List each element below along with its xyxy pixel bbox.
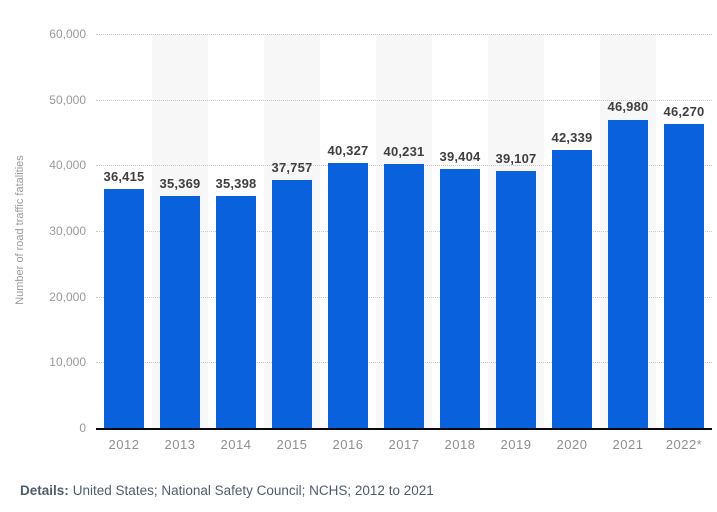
x-tick-label: 2019 xyxy=(500,437,532,452)
bar-value-label: 36,415 xyxy=(103,168,145,184)
bar-value-label: 40,327 xyxy=(327,143,369,159)
bar-2018[interactable] xyxy=(440,169,480,428)
x-tick-label: 2013 xyxy=(164,437,196,452)
y-tick-label: 30,000 xyxy=(49,224,86,238)
x-tick-label: 2014 xyxy=(220,437,252,452)
bar-value-label: 40,231 xyxy=(383,143,425,159)
x-tick-label: 2022* xyxy=(665,437,703,452)
y-tick-label: 0 xyxy=(79,421,86,435)
y-tick-label: 60,000 xyxy=(49,27,86,41)
bar-2015[interactable] xyxy=(272,180,312,428)
x-tick-label: 2016 xyxy=(332,437,364,452)
details-source-line: Details: United States; National Safety C… xyxy=(20,483,434,498)
bar-2022*[interactable] xyxy=(664,124,704,428)
bar-2020[interactable] xyxy=(552,149,592,428)
x-tick-label: 2021 xyxy=(612,437,644,452)
bar-value-label: 42,339 xyxy=(551,129,593,145)
bar-value-label: 46,980 xyxy=(607,99,649,115)
bar-value-label: 39,404 xyxy=(439,149,481,165)
bar-value-label: 39,107 xyxy=(495,151,537,167)
details-text: United States; National Safety Council; … xyxy=(72,483,434,498)
x-tick-label: 2018 xyxy=(444,437,476,452)
bar-value-label: 46,270 xyxy=(663,104,705,120)
bar-value-label: 35,398 xyxy=(215,175,257,191)
gridline xyxy=(96,34,712,35)
y-tick-label: 50,000 xyxy=(49,92,86,107)
y-tick-label: 40,000 xyxy=(49,158,86,173)
details-label: Details: xyxy=(20,483,69,498)
x-tick-label: 2020 xyxy=(556,437,588,452)
bar-2012[interactable] xyxy=(104,188,144,428)
bar-value-label: 37,757 xyxy=(271,160,313,176)
y-tick-label: 10,000 xyxy=(49,355,86,370)
x-tick-label: 2012 xyxy=(108,437,140,452)
bar-2019[interactable] xyxy=(496,171,536,428)
bar-2016[interactable] xyxy=(328,163,368,428)
bar-2013[interactable] xyxy=(160,195,200,428)
bar-2021[interactable] xyxy=(608,119,648,428)
gridline xyxy=(96,99,712,101)
x-tick-label: 2015 xyxy=(276,437,308,452)
bar-2014[interactable] xyxy=(216,195,256,428)
x-tick-label: 2017 xyxy=(388,437,420,452)
y-tick-label: 20,000 xyxy=(49,289,86,304)
plot-area: 36,415 35,369 35,398 37,757 40,327 40,231 39,4… xyxy=(96,34,712,430)
bar-2017[interactable] xyxy=(384,163,424,428)
y-axis-title: Number of road traffic fatalities xyxy=(14,155,26,305)
bar-value-label: 35,369 xyxy=(159,175,201,191)
